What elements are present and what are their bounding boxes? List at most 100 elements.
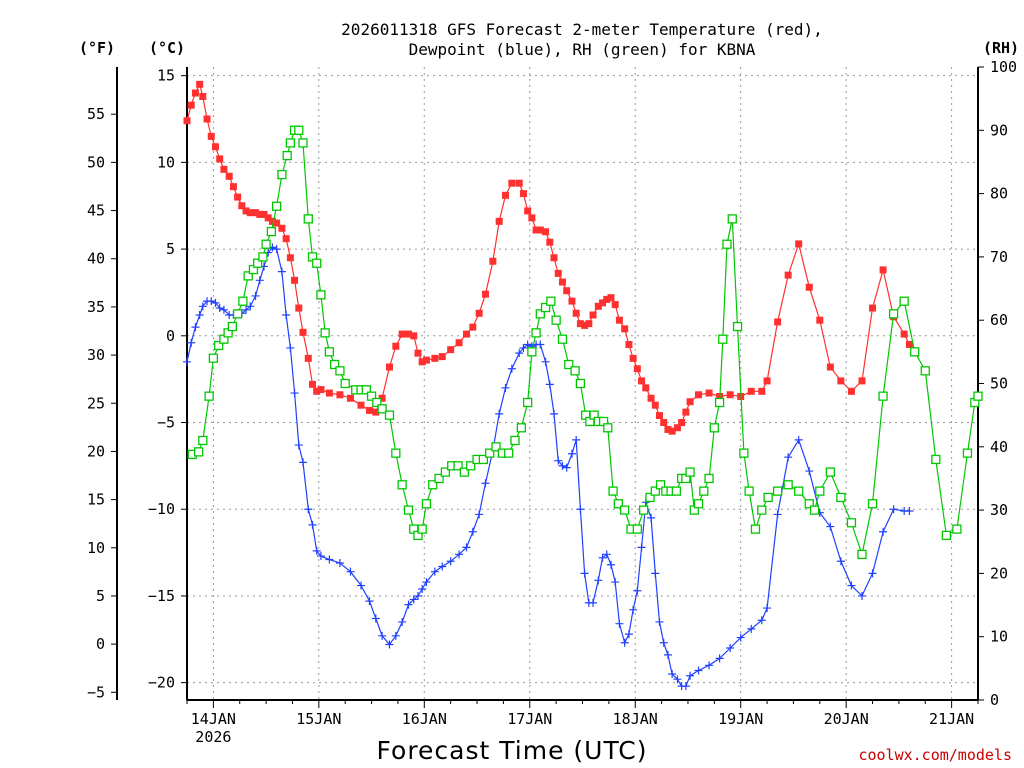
unit-label-celsius: (°C)	[149, 39, 185, 57]
point-temperature	[431, 354, 439, 362]
point-rh	[693, 499, 704, 509]
point-temperature	[447, 346, 455, 354]
point-temperature	[858, 377, 866, 385]
point-dewpoint	[430, 567, 439, 576]
point-dewpoint	[501, 383, 510, 392]
point-temperature	[847, 387, 855, 395]
point-temperature	[325, 389, 333, 397]
point-temperature	[418, 358, 426, 366]
tick-labels: −20 −15 −10 −5 0 5 10 15 −5 0 5 10 15 20 25 30 35 40 45 50 5…	[87, 58, 1017, 746]
unit-label-rh: (RH)	[983, 39, 1019, 57]
point-dewpoint	[747, 624, 756, 633]
point-temperature	[183, 117, 191, 125]
point-dewpoint	[805, 467, 814, 476]
point-dewpoint	[905, 506, 914, 515]
point-rh	[294, 125, 304, 135]
tick-label-fahrenheit: 25	[87, 394, 105, 412]
point-temperature	[225, 172, 233, 180]
point-temperature	[299, 328, 307, 336]
point-rh	[330, 359, 340, 370]
point-dewpoint	[468, 527, 477, 536]
point-dewpoint	[346, 567, 355, 576]
point-dewpoint	[409, 595, 418, 604]
tick-label-fahrenheit: 5	[96, 587, 105, 605]
point-rh	[535, 309, 545, 319]
point-rh	[739, 448, 749, 458]
point-rh	[366, 391, 377, 401]
point-rh	[324, 347, 335, 357]
tick-label-rh: 70	[990, 248, 1008, 266]
point-rh	[952, 524, 962, 534]
point-temperature	[594, 302, 602, 310]
tick-label-celsius: −10	[148, 500, 175, 518]
point-dewpoint	[438, 562, 447, 571]
x-axis-label: Forecast Time (UTC)	[377, 736, 648, 765]
tick-label-x: 19JAN	[718, 710, 763, 728]
point-rh	[316, 290, 326, 300]
point-dewpoint	[312, 546, 321, 555]
point-rh	[557, 334, 568, 344]
point-rh	[232, 309, 243, 319]
point-temperature	[378, 394, 386, 402]
point-temperature	[642, 384, 650, 392]
point-temperature	[550, 254, 558, 262]
point-rh	[639, 505, 649, 515]
point-rh	[973, 391, 983, 401]
point-rh	[804, 499, 814, 509]
point-dewpoint	[594, 576, 603, 585]
point-temperature	[268, 217, 276, 225]
point-dewpoint	[455, 550, 464, 559]
tick-label-fahrenheit: 20	[87, 442, 105, 460]
point-rh	[575, 378, 586, 389]
point-dewpoint	[558, 461, 567, 470]
point-dewpoint	[481, 479, 490, 488]
tick-label-fahrenheit: 30	[87, 346, 105, 364]
tick-label-fahrenheit: 55	[87, 105, 105, 123]
point-rh	[397, 480, 407, 490]
point-rh	[491, 442, 501, 452]
point-dewpoint	[784, 453, 793, 462]
point-temperature	[599, 299, 607, 307]
point-temperature	[295, 304, 303, 312]
point-temperature	[256, 210, 264, 218]
point-dewpoint	[736, 633, 745, 642]
point-rh	[608, 486, 618, 496]
point-dewpoint	[187, 338, 196, 347]
point-dewpoint	[304, 505, 313, 514]
point-dewpoint	[659, 638, 668, 647]
point-temperature	[542, 228, 550, 236]
point-dewpoint	[495, 409, 504, 418]
point-dewpoint	[602, 550, 611, 559]
point-dewpoint	[757, 616, 766, 625]
tick-label-x: 17JAN	[507, 710, 552, 728]
point-dewpoint	[246, 302, 255, 311]
point-rh	[527, 347, 537, 357]
point-dewpoint	[686, 671, 695, 680]
point-temperature	[385, 363, 393, 371]
point-dewpoint	[251, 291, 260, 300]
point-temperature	[558, 278, 566, 286]
point-dewpoint	[519, 343, 528, 352]
point-rh	[763, 492, 773, 503]
point-temperature	[536, 226, 544, 234]
point-dewpoint	[889, 505, 898, 514]
point-rh	[772, 486, 783, 496]
point-rh	[298, 138, 308, 148]
point-rh	[440, 467, 451, 477]
point-rh	[815, 486, 825, 496]
point-temperature	[462, 330, 470, 338]
point-dewpoint	[615, 619, 624, 628]
point-temperature	[438, 353, 446, 361]
point-dewpoint	[562, 463, 571, 472]
point-temperature	[229, 183, 237, 191]
point-rh	[428, 480, 438, 490]
point-dewpoint	[195, 310, 204, 319]
point-rh	[704, 473, 714, 484]
tick-label-fahrenheit: 0	[96, 635, 105, 653]
tick-label-x: 15JAN	[296, 710, 341, 728]
point-dewpoint	[325, 555, 334, 564]
point-rh	[685, 467, 695, 477]
point-temperature	[357, 401, 365, 409]
point-dewpoint	[385, 640, 394, 649]
